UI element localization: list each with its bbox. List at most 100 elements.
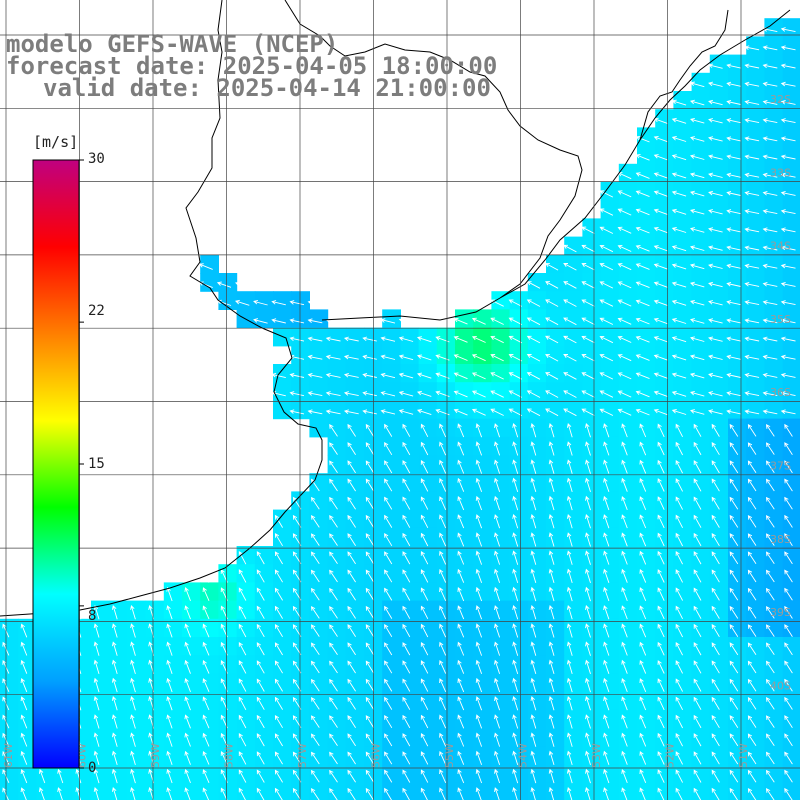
wind-arrow [566, 659, 573, 675]
wind-speed-cell [218, 673, 238, 693]
wind-arrow [380, 409, 396, 415]
wind-speed-cell [218, 728, 238, 747]
wind-speed-cell [728, 728, 747, 747]
wind-arrow [402, 642, 411, 656]
wind-arrow [671, 208, 687, 215]
wind-speed-cell [436, 564, 456, 583]
wind-speed-cell [509, 382, 529, 401]
wind-arrow [20, 659, 28, 674]
wind-arrow [184, 623, 191, 638]
wind-speed-cell [309, 655, 329, 674]
wind-arrow [657, 423, 665, 438]
wind-speed-cell [455, 327, 474, 347]
wind-arrow [729, 642, 739, 656]
wind-speed-cell [418, 618, 438, 638]
wind-arrow [494, 677, 501, 693]
wind-arrow [166, 787, 173, 800]
wind-speed-cell [455, 527, 474, 547]
wind-speed-cell [182, 637, 201, 656]
wind-speed-cell [309, 564, 329, 583]
wind-arrow [621, 678, 628, 693]
wind-speed-cell [564, 345, 583, 365]
wind-speed-cell [564, 527, 583, 547]
wind-speed-cell [600, 418, 620, 438]
wind-speed-cell [527, 655, 547, 674]
wind-speed-cell [728, 618, 747, 638]
wind-arrow [765, 442, 775, 455]
wind-arrow [256, 587, 265, 601]
wind-arrow [130, 750, 136, 766]
wind-arrow [693, 587, 702, 601]
wind-arrow [420, 569, 429, 583]
wind-arrow [271, 318, 286, 324]
wind-arrow [675, 732, 683, 747]
wind-arrow [471, 317, 486, 325]
wind-arrow [420, 787, 428, 800]
wind-speed-cell [637, 527, 656, 547]
wind-arrow [512, 623, 519, 638]
wind-arrow [402, 751, 411, 765]
wind-speed-cell [746, 291, 765, 310]
wind-speed-cell [655, 709, 674, 729]
wind-arrow [780, 409, 796, 415]
wind-speed-cell [691, 564, 711, 583]
wind-speed-cell [418, 764, 438, 784]
wind-arrow [202, 714, 210, 729]
wind-arrow [38, 768, 46, 784]
wind-speed-cell [327, 709, 347, 729]
wind-arrow [635, 190, 650, 198]
wind-speed-cell [91, 764, 110, 784]
wind-arrow [548, 677, 555, 693]
wind-speed-cell [491, 527, 511, 547]
wind-speed-cell [782, 382, 800, 401]
wind-speed-cell [746, 673, 765, 693]
wind-arrow [274, 660, 283, 674]
wind-arrow [202, 605, 210, 620]
wind-speed-cell [709, 218, 729, 238]
wind-arrow [780, 27, 796, 33]
wind-speed-cell [291, 309, 310, 329]
wind-speed-cell [709, 364, 729, 383]
wind-arrow [530, 750, 537, 766]
wind-arrow [329, 769, 338, 783]
wind-speed-cell [127, 728, 147, 747]
wind-speed-cell [582, 655, 602, 674]
wind-speed-cell [473, 436, 492, 456]
wind-arrow [475, 750, 483, 765]
wind-arrow [603, 459, 610, 474]
wind-arrow [671, 354, 687, 361]
wind-arrow [38, 787, 45, 800]
wind-arrow [526, 299, 541, 307]
wind-speed-cell [218, 782, 238, 800]
wind-arrow [512, 768, 519, 784]
wind-speed-cell [782, 655, 800, 674]
wind-arrow [439, 678, 447, 692]
wind-speed-cell [273, 546, 292, 565]
wind-arrow [362, 391, 377, 397]
wind-arrow [420, 696, 429, 711]
wind-speed-cell [582, 637, 602, 656]
wind-arrow [111, 623, 118, 638]
wind-arrow [494, 477, 501, 492]
wind-arrow [238, 641, 247, 656]
wind-arrow [475, 714, 483, 729]
wind-speed-cell [473, 673, 492, 693]
wind-arrow [621, 423, 628, 438]
wind-speed-cell [600, 273, 620, 292]
wind-speed-cell [400, 728, 420, 747]
wind-arrow [671, 409, 687, 415]
wind-speed-cell [691, 400, 711, 420]
wind-speed-cell [764, 637, 784, 656]
wind-speed-cell [309, 709, 329, 729]
wind-speed-cell [127, 618, 147, 638]
wind-arrow [545, 281, 559, 289]
wind-speed-cell [145, 709, 165, 729]
wind-arrow [494, 459, 501, 474]
wind-arrow [238, 696, 247, 711]
wind-speed-cell [618, 582, 638, 602]
wind-speed-cell [400, 618, 420, 638]
wind-speed-cell [491, 327, 511, 347]
wind-arrow [202, 641, 210, 656]
wind-arrow [475, 605, 483, 620]
wind-speed-cell [728, 527, 747, 547]
